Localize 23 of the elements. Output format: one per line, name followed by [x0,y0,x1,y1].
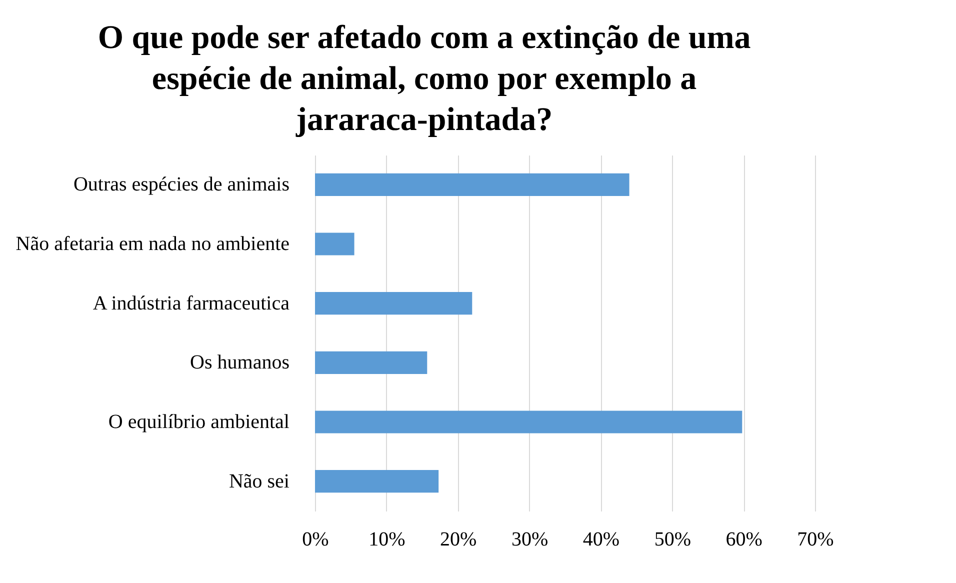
x-tick-label: 30% [511,528,548,550]
x-tick-label: 60% [726,528,762,550]
bar [315,470,439,493]
y-tick-label: Não sei [228,470,290,492]
y-tick-label: Os humanos [190,352,290,374]
bar [315,232,354,256]
text: espécie de animal, como por exemplo a [152,61,697,97]
text: jararaca-pintada? [296,102,553,138]
y-tick-label: Outras espécies de animais [73,174,290,196]
y-tick-label: A indústria farmaceutica [92,292,290,314]
bar [315,351,428,374]
y-tick-label: Não afetaria em nada no ambiente [16,233,290,255]
text: O que pode ser afetado com a extinção de uma [98,20,751,56]
x-tick-label: 70% [797,528,834,550]
bar [315,173,630,196]
bar [315,410,742,434]
x-tick-label: 50% [654,528,691,550]
x-tick-label: 0% [302,528,329,550]
y-tick-label: O equilíbrio ambiental [108,411,290,433]
x-tick-label: 20% [440,528,477,550]
x-tick-label: 40% [582,528,620,550]
x-tick-label: 10% [368,528,406,550]
bar [315,292,472,315]
